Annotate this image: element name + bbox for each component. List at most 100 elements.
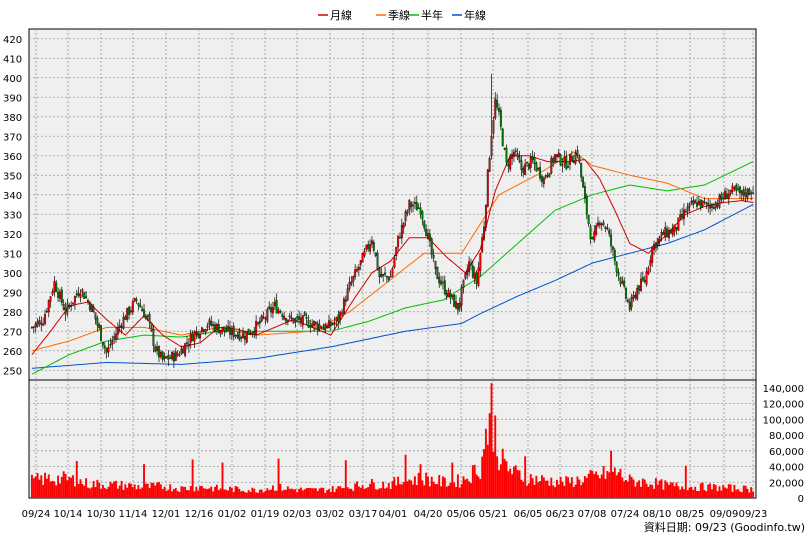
volume-bar (505, 461, 508, 498)
candle-body (550, 157, 553, 174)
candle-body (475, 272, 478, 284)
candle-body (111, 340, 114, 345)
volume-bar (668, 484, 670, 498)
volume-bar (161, 489, 164, 498)
candle-body (686, 206, 689, 212)
candle-body (496, 100, 499, 108)
volume-bar (662, 489, 665, 498)
price-tick-label: 390 (3, 93, 22, 104)
candle-body (75, 293, 78, 296)
volume-bar (187, 490, 190, 498)
candle-body (611, 246, 614, 250)
candle-body (122, 316, 125, 329)
volume-bar (731, 491, 734, 498)
candle-body (204, 329, 207, 333)
volume-bar (542, 477, 545, 498)
candle-body (681, 214, 684, 218)
candle-body (298, 316, 301, 321)
price-tick-label: 350 (3, 171, 22, 182)
volume-tick-label: 20,000 (769, 478, 804, 489)
volume-bar (544, 480, 547, 498)
candle-body (214, 324, 216, 332)
candle-body (243, 335, 246, 340)
volume-bar (417, 472, 420, 498)
volume-bar (363, 488, 366, 498)
volume-bar (281, 490, 284, 498)
volume-bar (617, 472, 620, 498)
candle-body (413, 202, 416, 204)
volume-bar (649, 484, 652, 498)
candle-body (395, 247, 398, 256)
candle-body (677, 217, 680, 231)
candle-body (380, 273, 383, 278)
volume-bar (705, 491, 708, 498)
volume-bar (441, 476, 444, 498)
candle-body (337, 314, 340, 323)
volume-bar (608, 472, 611, 498)
volume-bar (96, 479, 99, 498)
candle-body (522, 167, 525, 174)
candle-body (133, 297, 136, 302)
candle-body (410, 202, 413, 208)
candle-body (206, 325, 209, 328)
candle-body (509, 156, 512, 170)
volume-bar (184, 486, 187, 498)
volume-bar (557, 484, 560, 498)
candle-body (174, 351, 177, 361)
volume-bar (684, 465, 687, 498)
date-tick-label: 09/24 (22, 509, 51, 520)
candle-body (156, 346, 159, 351)
price-tick-label: 290 (3, 288, 22, 299)
candle-body (445, 293, 448, 297)
candle-body (576, 150, 579, 156)
volume-bar (514, 465, 517, 498)
candle-body (585, 195, 588, 215)
volume-bar (88, 488, 91, 498)
price-tick-label: 270 (3, 327, 22, 338)
candle-body (197, 332, 200, 337)
candle-body (696, 202, 698, 207)
candle-body (53, 281, 56, 293)
volume-bar (602, 465, 605, 498)
volume-bar (199, 486, 202, 498)
volume-plot-area (28, 379, 757, 499)
volume-bar (42, 484, 45, 498)
volume-bar (630, 476, 633, 498)
volume-bar (470, 483, 472, 498)
date-tick-label: 12/16 (185, 509, 214, 520)
volume-bar (727, 484, 730, 498)
volume-bar (313, 488, 315, 498)
volume-bar (133, 484, 136, 498)
candle-body (705, 202, 708, 204)
candle-body (107, 346, 110, 353)
volume-bar (59, 483, 61, 498)
candle-body (739, 186, 741, 194)
candle-body (595, 225, 598, 235)
candle-body (230, 327, 233, 336)
candle-body (451, 295, 454, 297)
candle-body (357, 266, 360, 271)
volume-bar (242, 490, 244, 498)
candle-body (647, 267, 650, 274)
volume-bar (83, 485, 86, 498)
candle-body (324, 324, 327, 331)
candle-body (300, 317, 302, 323)
candle-body (60, 289, 63, 303)
candle-body (404, 211, 407, 222)
volume-bar (569, 483, 571, 498)
date-tick-label: 05/06 (447, 509, 476, 520)
candle-body (238, 332, 241, 340)
candle-body (100, 325, 103, 341)
price-panel: 420 410 400 390 380 370 360 350 340 330 320 310 300 2… (3, 28, 757, 381)
volume-bar (613, 467, 616, 498)
candle-body (40, 322, 43, 325)
volume-bar (146, 483, 149, 498)
volume-bar (154, 485, 157, 498)
candle-body (514, 150, 517, 152)
volume-bar (378, 488, 381, 498)
volume-bar (300, 487, 302, 498)
candle-body (468, 261, 471, 273)
volume-bar (324, 492, 327, 498)
volume-bar (518, 470, 521, 498)
candle-body (701, 200, 704, 207)
